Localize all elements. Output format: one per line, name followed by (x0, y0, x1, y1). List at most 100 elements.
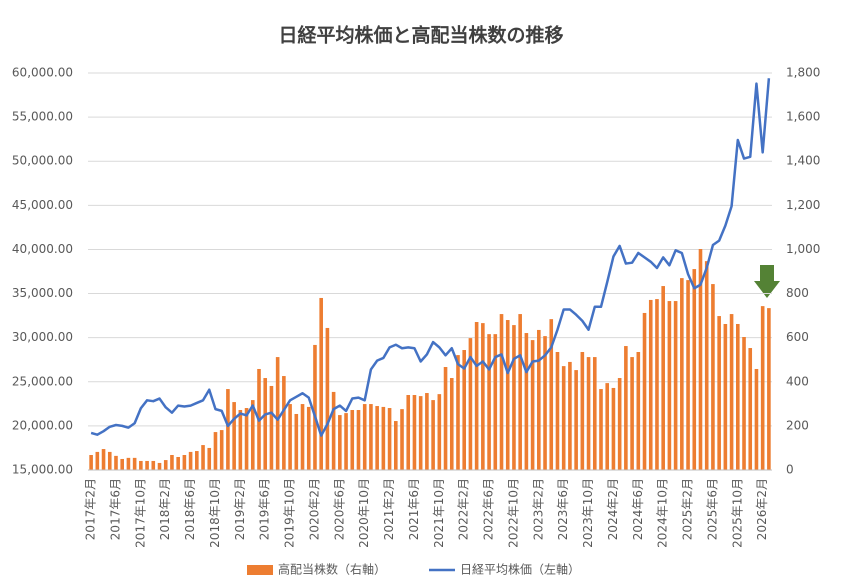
bar (524, 333, 529, 470)
bar (400, 409, 404, 470)
y2-tick-label: 1,800 (786, 66, 820, 80)
bar (760, 306, 765, 470)
bar (736, 323, 740, 470)
bar (356, 410, 361, 470)
bar (163, 460, 168, 470)
bar (487, 334, 491, 470)
x-tick-label: 2021年2月 (382, 478, 396, 540)
bar (512, 325, 516, 470)
bar (698, 249, 703, 470)
bar (338, 415, 342, 470)
x-tick-label: 2023年6月 (556, 478, 570, 540)
bar (655, 299, 659, 470)
bar (599, 389, 603, 470)
bar (543, 336, 547, 470)
bar (754, 368, 759, 470)
bar (132, 457, 137, 470)
bar (574, 370, 578, 470)
legend-swatch (247, 565, 273, 575)
bar (418, 396, 423, 470)
x-tick-label: 2020年6月 (332, 478, 346, 540)
bar (431, 400, 435, 470)
bar (767, 308, 771, 470)
y-tick-label: 35,000.00 (12, 286, 73, 300)
bar (213, 432, 218, 470)
bar (437, 394, 442, 470)
y-tick-label: 15,000.00 (12, 463, 73, 477)
bar (717, 316, 721, 470)
y-tick-label: 50,000.00 (12, 154, 73, 168)
bar (375, 406, 379, 470)
bar (226, 389, 230, 470)
y-tick-label: 20,000.00 (12, 418, 73, 432)
bar (344, 413, 348, 470)
bar (530, 340, 535, 470)
x-tick-label: 2025年2月 (681, 478, 695, 540)
bar (680, 278, 684, 470)
bar (673, 301, 678, 470)
bar (145, 460, 149, 470)
y2-tick-label: 1,000 (786, 242, 820, 256)
bar (170, 455, 174, 470)
bar (605, 383, 610, 470)
x-tick-label: 2024年2月 (606, 478, 620, 540)
bar (232, 402, 236, 470)
y2-tick-label: 800 (786, 286, 809, 300)
bar (394, 421, 398, 470)
bar (462, 350, 466, 470)
x-tick-label: 2021年6月 (407, 478, 421, 540)
bar (325, 327, 330, 470)
x-tick-label: 2021年10月 (432, 478, 446, 548)
bar (642, 312, 647, 470)
bar (586, 357, 591, 470)
bar (505, 320, 510, 470)
bar (617, 378, 622, 470)
x-tick-label: 2022年6月 (482, 478, 496, 540)
bar (157, 462, 162, 470)
x-tick-label: 2017年2月 (84, 478, 98, 540)
y2-tick-label: 200 (786, 418, 809, 432)
y-tick-label: 25,000.00 (12, 374, 73, 388)
x-tick-label: 2019年10月 (283, 478, 297, 548)
y-tick-label: 55,000.00 (12, 110, 73, 124)
x-tick-label: 2019年2月 (233, 478, 247, 540)
bar (387, 408, 392, 470)
bar (219, 430, 224, 470)
bar (95, 451, 100, 470)
x-tick-label: 2025年6月 (705, 478, 719, 540)
bar (139, 460, 143, 470)
bar (188, 451, 193, 470)
bar (288, 404, 292, 470)
x-tick-label: 2022年2月 (457, 478, 471, 540)
bar (742, 337, 746, 470)
bar (151, 460, 156, 470)
bar (711, 284, 715, 470)
x-tick-label: 2018年2月 (158, 478, 172, 540)
bar (481, 323, 485, 470)
bar (101, 449, 106, 470)
bar (126, 457, 131, 470)
bar (493, 334, 498, 470)
bar (537, 329, 541, 470)
y-tick-label: 40,000.00 (12, 242, 73, 256)
bar (630, 357, 634, 470)
chart-title: 日経平均株価と高配当株数の推移 (278, 24, 563, 47)
bar (238, 410, 243, 470)
x-tick-label: 2026年2月 (755, 478, 769, 540)
y-tick-label: 45,000.00 (12, 198, 73, 212)
bar (499, 314, 504, 470)
line (90, 78, 771, 437)
x-tick-label: 2018年10月 (208, 478, 222, 548)
x-tick-label: 2018年6月 (183, 478, 197, 540)
y2-tick-label: 1,200 (786, 198, 820, 212)
bar (468, 338, 473, 470)
bar (704, 261, 709, 470)
bar (729, 314, 734, 470)
bar (474, 322, 479, 470)
bar (182, 455, 187, 470)
bar (636, 352, 641, 470)
bar (555, 352, 560, 470)
bar (107, 451, 112, 470)
bar (580, 352, 585, 470)
